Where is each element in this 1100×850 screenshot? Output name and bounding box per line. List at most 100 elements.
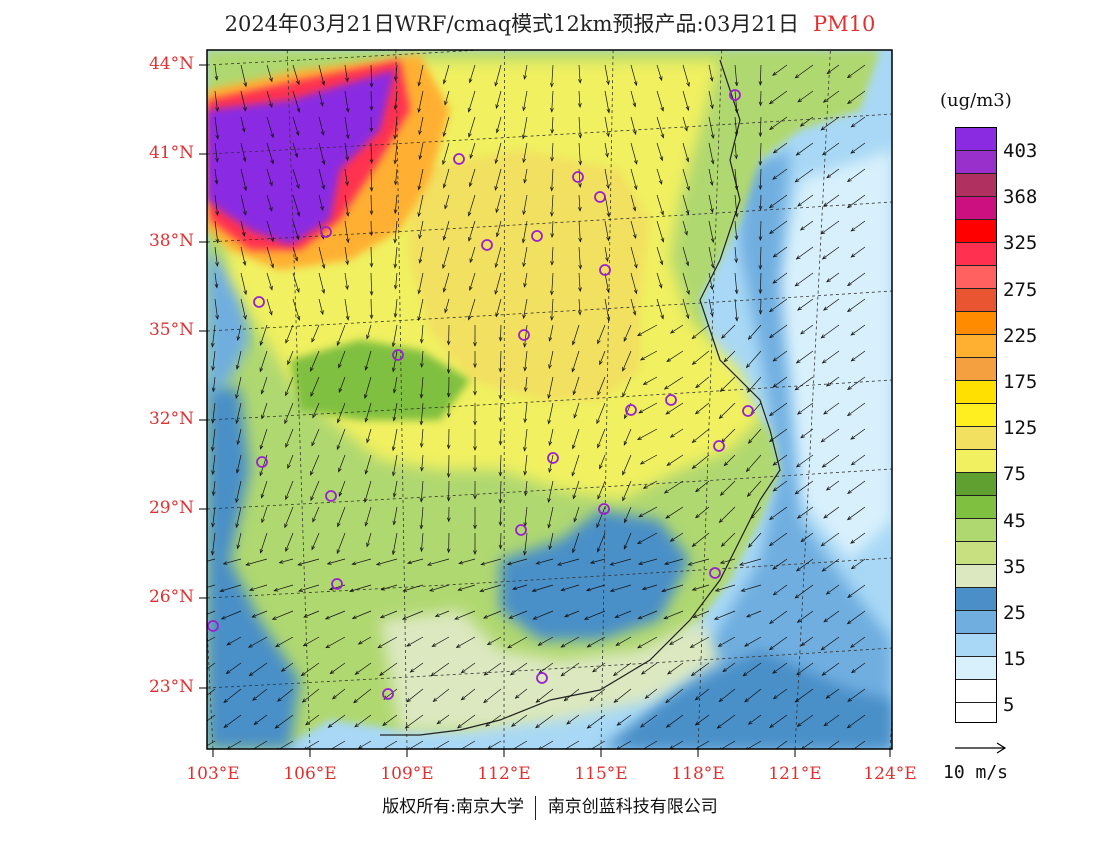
wind-arrow-head <box>825 382 831 387</box>
wind-arrow <box>485 714 502 727</box>
wind-arrow <box>597 324 606 344</box>
legend-swatch <box>956 289 996 312</box>
wind-arrow-head <box>345 315 350 321</box>
wind-arrow <box>421 454 424 471</box>
wind-arrow-head <box>547 498 552 503</box>
wind-arrow <box>723 350 736 362</box>
wind-arrow-head <box>723 461 729 467</box>
wind-arrow-head <box>252 696 257 701</box>
wind-arrow <box>336 428 346 450</box>
wind-arrow <box>260 428 268 450</box>
wind-arrow <box>344 64 348 82</box>
wind-arrow <box>538 740 554 749</box>
wind-arrow-head <box>235 523 240 529</box>
wind-arrow <box>419 142 424 160</box>
wind-arrow-head <box>632 234 637 239</box>
wind-arrow <box>468 90 476 112</box>
wind-arrow <box>573 506 580 522</box>
wind-arrow <box>630 272 637 294</box>
wind-arrow <box>302 688 320 703</box>
wind-arrow <box>366 532 372 547</box>
wind-arrow <box>418 64 424 86</box>
wind-arrow <box>524 168 528 183</box>
wind-arrow <box>393 402 398 421</box>
wind-arrow-head <box>310 496 314 502</box>
wind-arrow <box>822 558 840 572</box>
wind-arrow-head <box>521 134 526 140</box>
wind-arrow <box>656 298 664 319</box>
wind-arrow-head <box>458 560 464 565</box>
wind-arrow-head <box>794 594 800 599</box>
wind-arrow-head <box>211 491 216 497</box>
wind-arrow <box>643 480 658 489</box>
station-marker <box>713 440 725 452</box>
wind-arrow <box>748 428 762 444</box>
wind-arrow <box>769 610 788 624</box>
wind-arrow <box>266 220 274 242</box>
wind-arrow-head <box>310 471 314 476</box>
wind-arrow-head <box>709 312 714 317</box>
wind-arrow <box>318 116 324 136</box>
wind-arrow <box>847 90 866 104</box>
wind-arrow <box>773 246 788 258</box>
wind-arrow-head <box>850 461 856 466</box>
wind-arrow-head <box>301 698 307 703</box>
wind-arrow <box>614 688 632 703</box>
legend-swatch <box>956 473 996 496</box>
wind-arrow <box>613 662 632 676</box>
wind-arrow <box>821 532 840 547</box>
wind-arrow-head <box>270 133 274 139</box>
wind-arrow <box>604 168 609 189</box>
wind-arrow <box>212 402 216 423</box>
wind-arrow-head <box>296 184 300 190</box>
wind-arrow-head <box>215 261 219 267</box>
wind-arrow-head <box>560 643 566 648</box>
wind-arrow <box>442 142 450 165</box>
wind-arrow <box>578 246 581 269</box>
wind-arrow <box>365 506 372 527</box>
wind-arrow-head <box>364 469 369 475</box>
latitude-label: 38°N <box>148 231 194 251</box>
wind-arrow <box>720 480 736 496</box>
station-marker <box>665 394 677 406</box>
wind-arrow-head <box>734 131 739 137</box>
wind-arrow-head <box>577 103 582 108</box>
wind-arrow-head <box>285 495 289 501</box>
wind-arrow <box>850 324 866 336</box>
wind-arrow-head <box>345 260 349 266</box>
wind-arrow-head <box>695 487 700 493</box>
wind-arrow <box>759 168 762 190</box>
wind-arrow <box>826 584 840 595</box>
wind-arrow <box>769 714 788 728</box>
wind-arrow-head <box>622 366 626 372</box>
wind-arrow <box>596 402 606 424</box>
wind-arrow-head <box>772 175 777 180</box>
legend-swatch <box>956 588 996 611</box>
wind-arrow <box>826 480 840 491</box>
station-marker <box>207 620 219 632</box>
wind-arrow <box>850 636 866 648</box>
wind-arrow <box>551 194 554 216</box>
wind-arrow-head <box>797 98 802 103</box>
wind-arrow <box>739 558 762 566</box>
wind-arrow <box>734 246 737 263</box>
wind-arrow <box>395 272 398 289</box>
station-marker <box>382 688 394 700</box>
wind-arrow-head <box>401 616 407 620</box>
longitude-label: 106°E <box>283 764 337 784</box>
wind-arrow-head <box>522 158 526 164</box>
wind-arrow <box>365 350 372 371</box>
wind-arrow-head <box>547 394 552 400</box>
station-marker <box>256 456 268 468</box>
wind-arrow-head <box>794 282 800 287</box>
wind-arrow <box>823 506 840 519</box>
wind-arrow-head <box>538 746 543 749</box>
wind-arrow <box>682 220 688 236</box>
wind-arrow-head <box>734 154 738 160</box>
wind-arrow-head <box>327 723 333 728</box>
legend-swatch <box>956 565 996 588</box>
wind-arrow-head <box>245 562 251 566</box>
latitude-label: 35°N <box>148 320 194 340</box>
wind-arrow-head <box>473 363 477 369</box>
wind-arrow <box>827 740 840 749</box>
